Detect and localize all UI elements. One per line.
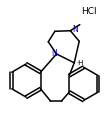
Text: N: N xyxy=(51,49,57,59)
Text: HCl: HCl xyxy=(81,7,97,16)
Text: ·H: ·H xyxy=(76,60,83,66)
Text: N: N xyxy=(72,25,78,34)
